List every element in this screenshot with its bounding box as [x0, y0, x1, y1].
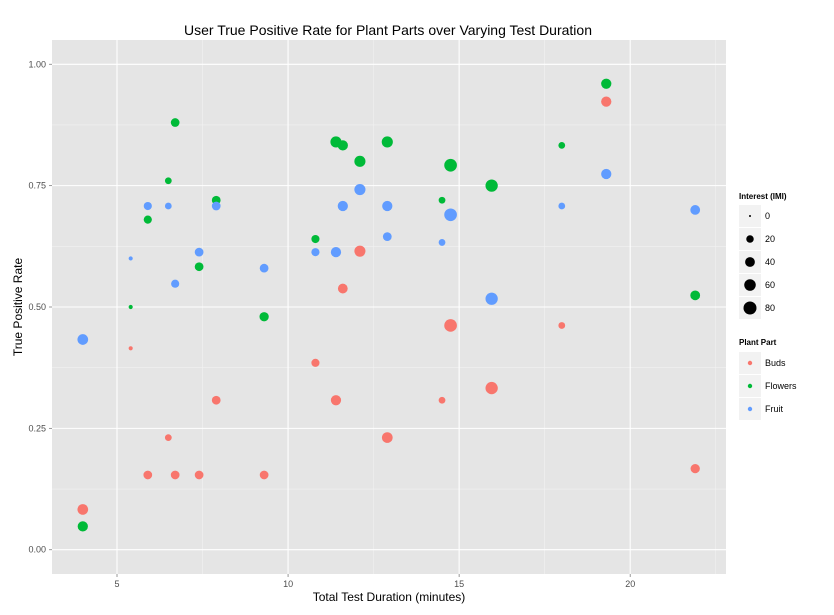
color-legend: Plant Part Buds Flowers Fruit — [739, 338, 797, 420]
point-fruit — [194, 247, 204, 257]
point-flowers — [444, 158, 457, 172]
x-axis-ticks: 5 10 15 20 — [114, 574, 635, 589]
y-axis-ticks: 0.00 0.25 0.50 0.75 1.00 — [28, 59, 52, 555]
point-fruit — [337, 200, 348, 212]
point-fruit — [311, 248, 320, 257]
size-legend-dot — [749, 215, 751, 217]
y-tick-label: 0.75 — [28, 181, 46, 191]
point-buds — [259, 470, 269, 480]
point-flowers — [143, 215, 152, 224]
major-grid — [52, 40, 726, 574]
color-legend-label: Buds — [765, 358, 786, 368]
y-tick-label: 1.00 — [28, 59, 46, 69]
x-tick-label: 5 — [114, 579, 119, 589]
point-fruit — [211, 201, 221, 211]
point-buds — [690, 464, 700, 474]
point-flowers — [558, 141, 566, 149]
point-fruit — [382, 232, 392, 241]
point-buds — [601, 96, 612, 107]
point-fruit — [485, 292, 498, 305]
x-tick-label: 10 — [283, 579, 293, 589]
y-tick-label: 0.50 — [28, 302, 46, 312]
color-legend-dot — [747, 360, 753, 366]
point-flowers — [164, 177, 172, 185]
size-legend-label: 80 — [765, 303, 775, 313]
point-fruit — [601, 168, 612, 180]
point-flowers — [381, 136, 393, 148]
point-buds — [143, 470, 153, 480]
point-fruit — [444, 208, 457, 222]
point-buds — [337, 283, 348, 294]
chart-title: User True Positive Rate for Plant Parts … — [184, 22, 592, 38]
point-flowers — [77, 521, 88, 532]
point-buds — [438, 396, 446, 404]
point-flowers — [337, 140, 348, 151]
point-flowers — [354, 155, 366, 167]
size-legend-label: 0 — [765, 211, 770, 221]
point-buds — [128, 346, 133, 351]
point-fruit — [558, 202, 566, 210]
point-buds — [558, 322, 566, 329]
size-legend-label: 20 — [765, 234, 775, 244]
size-legend-dot — [743, 301, 757, 315]
color-legend-dot — [747, 406, 753, 412]
point-buds — [381, 432, 393, 443]
point-fruit — [171, 279, 180, 288]
size-legend-label: 60 — [765, 280, 775, 290]
point-fruit — [354, 183, 366, 196]
point-fruit — [382, 200, 393, 212]
color-legend-label: Flowers — [765, 381, 797, 391]
point-fruit — [143, 201, 152, 211]
size-legend-title: Interest (IMI) — [739, 192, 787, 201]
point-fruit — [77, 334, 89, 345]
point-fruit — [690, 205, 701, 215]
point-flowers — [485, 179, 498, 192]
y-tick-label: 0.00 — [28, 545, 46, 555]
x-tick-label: 15 — [454, 579, 464, 589]
size-legend-label: 40 — [765, 257, 775, 267]
x-tick-label: 20 — [625, 579, 635, 589]
point-flowers — [170, 118, 180, 127]
point-fruit — [438, 239, 446, 246]
x-axis-title: Total Test Duration (minutes) — [313, 590, 466, 604]
point-buds — [330, 395, 342, 406]
color-legend-title: Plant Part — [739, 338, 777, 347]
point-fruit — [164, 202, 172, 210]
data-points — [77, 78, 701, 532]
point-buds — [485, 381, 498, 395]
size-legend: Interest (IMI) 0 20 40 60 80 — [739, 192, 787, 319]
color-legend-dot — [747, 383, 753, 389]
point-buds — [194, 470, 204, 480]
point-buds — [444, 319, 457, 332]
y-axis-title: True Positive Rate — [11, 258, 25, 357]
point-fruit — [330, 247, 342, 258]
point-fruit — [128, 256, 133, 261]
point-flowers — [690, 290, 701, 301]
size-legend-dot — [744, 279, 756, 291]
point-buds — [77, 504, 89, 515]
size-legend-dot — [746, 235, 754, 243]
point-fruit — [259, 263, 269, 273]
point-buds — [164, 434, 172, 441]
point-flowers — [311, 234, 320, 244]
point-buds — [170, 470, 180, 480]
y-tick-label: 0.25 — [28, 423, 46, 433]
size-legend-dot — [745, 257, 755, 267]
point-buds — [354, 245, 366, 257]
point-flowers — [259, 312, 269, 322]
point-flowers — [128, 304, 133, 310]
point-flowers — [438, 196, 446, 204]
point-buds — [211, 395, 221, 405]
color-legend-label: Fruit — [765, 404, 783, 414]
point-buds — [311, 358, 320, 367]
point-flowers — [194, 262, 204, 272]
point-flowers — [601, 78, 612, 89]
